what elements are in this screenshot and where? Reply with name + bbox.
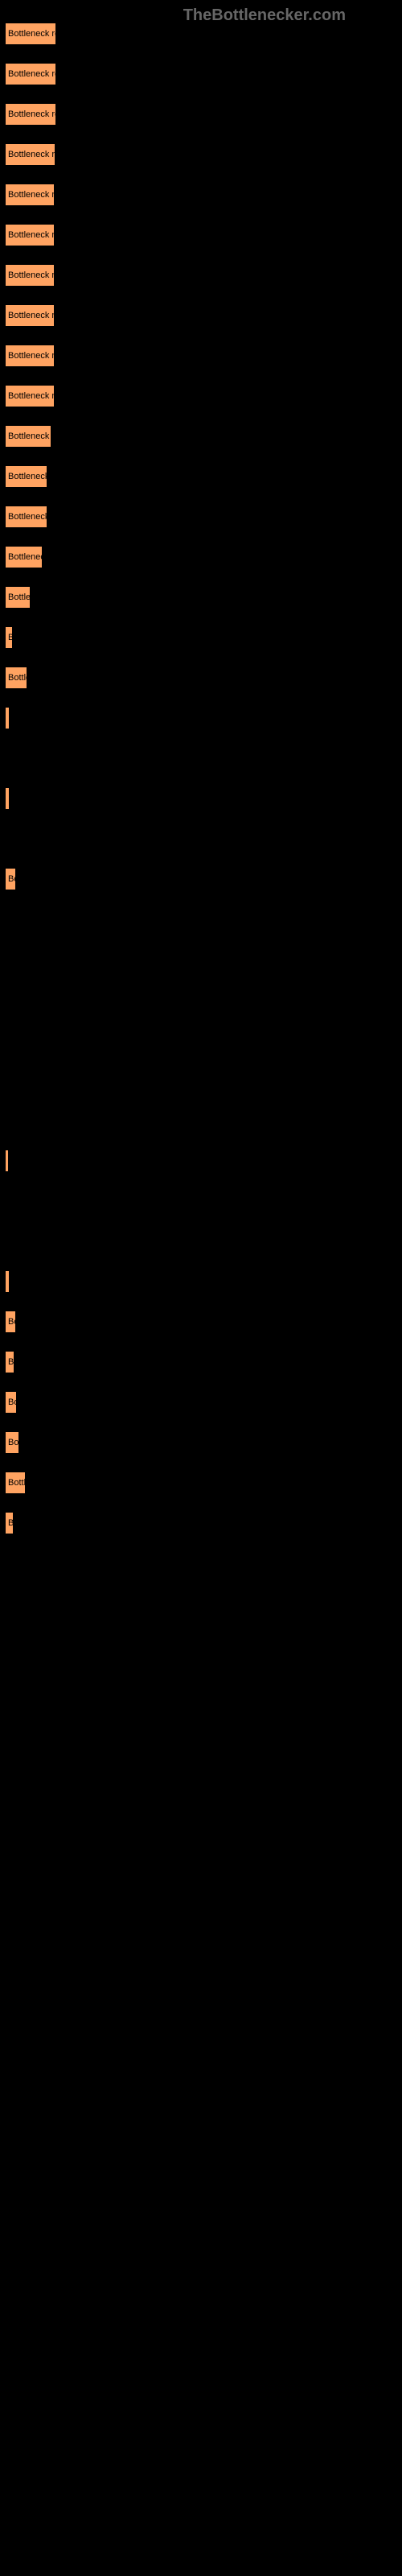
chart-bar: B xyxy=(5,1351,14,1373)
chart-container: Bottleneck resu Bottleneck resu Bottleneck… xyxy=(5,23,397,2518)
chart-bar: Bottleneck resu xyxy=(5,63,56,85)
chart-bar: Bottleneck res xyxy=(5,345,55,367)
chart-bar xyxy=(5,1150,9,1172)
chart-bar: Bottleneck res xyxy=(5,184,55,206)
chart-bar: Bottleneck xyxy=(5,546,43,568)
chart-bar: Bottleneck res xyxy=(5,385,55,407)
chart-bar: B xyxy=(5,626,13,649)
chart-bar: Bottleneck res xyxy=(5,224,55,246)
chart-bar xyxy=(5,787,10,810)
chart-bar: Bottleneck res xyxy=(5,143,55,166)
chart-bar: Bottleneck r xyxy=(5,465,47,488)
chart-bar: Bottleneck resu xyxy=(5,23,56,45)
chart-bar xyxy=(5,1270,10,1293)
chart-bar: Bottlen xyxy=(5,586,31,609)
chart-bar xyxy=(5,707,10,729)
chart-bar: Bottle xyxy=(5,667,27,689)
chart-bar: Bottl xyxy=(5,1472,26,1494)
chart-bar: Bo xyxy=(5,1391,17,1414)
chart-bar: Bottleneck r xyxy=(5,506,47,528)
chart-bar: Bottleneck res xyxy=(5,304,55,327)
chart-bar: B xyxy=(5,1512,14,1534)
chart-bar: Bo xyxy=(5,868,16,890)
chart-bar: Bottleneck res xyxy=(5,264,55,287)
chart-bar: Bo xyxy=(5,1311,16,1333)
chart-bar: Bottleneck res xyxy=(5,103,56,126)
chart-bar: Bot xyxy=(5,1431,19,1454)
chart-bar: Bottleneck re xyxy=(5,425,51,448)
